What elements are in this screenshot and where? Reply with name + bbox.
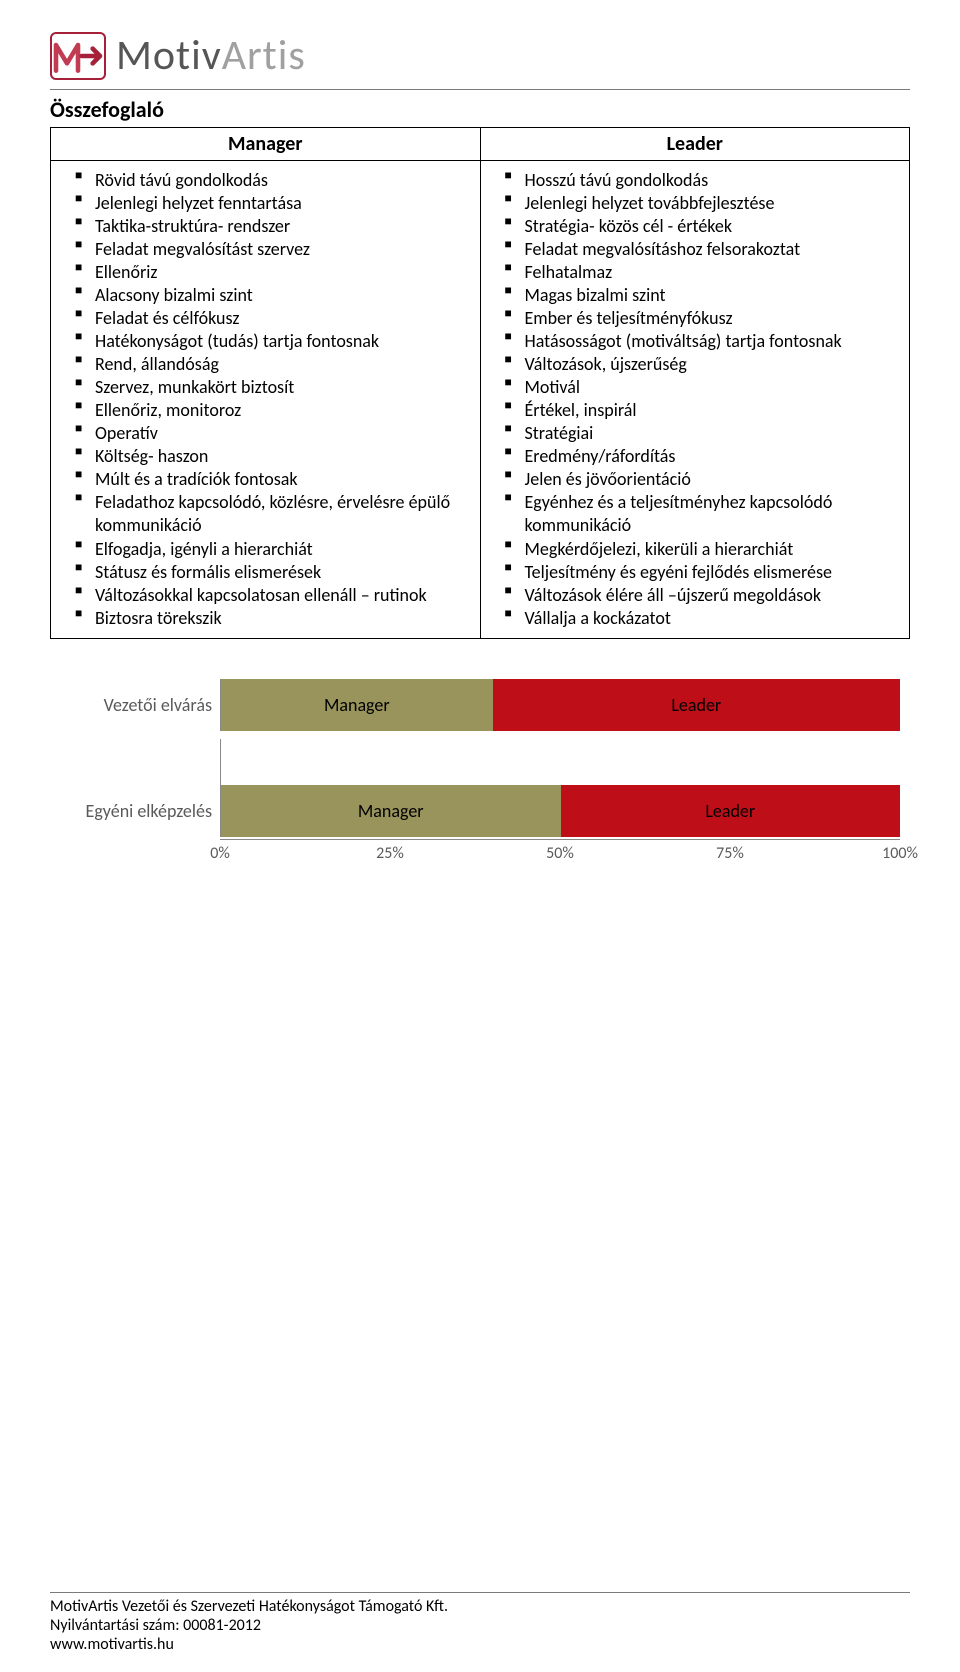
leader-item: Egyénhez és a teljesítményhez kapcsolódó…: [509, 491, 900, 537]
leader-item: Magas bizalmi szint: [509, 284, 900, 307]
footer-line-3: www.motivartis.hu: [50, 1635, 910, 1654]
manager-item: Feladat megvalósítást szervez: [79, 238, 470, 261]
page-footer: MotivArtis Vezetői és Szervezeti Hatékon…: [50, 1590, 910, 1654]
chart-bar-0: ManagerLeader: [220, 679, 900, 731]
chart-segment-manager: Manager: [221, 679, 493, 731]
leader-item: Jelenlegi helyzet továbbfejlesztése: [509, 192, 900, 215]
leader-item: Ember és teljesítményfókusz: [509, 307, 900, 330]
chart-gap: [220, 739, 900, 785]
logo: MotivArtis: [50, 30, 910, 81]
leader-item: Stratégiai: [509, 422, 900, 445]
manager-item: Szervez, munkakört biztosít: [79, 376, 470, 399]
manager-item: Jelenlegi helyzet fenntartása: [79, 192, 470, 215]
chart-axis-line: 0%25%50%75%100%: [220, 839, 900, 863]
manager-item: Ellenőriz: [79, 261, 470, 284]
table-header-manager: Manager: [51, 128, 481, 161]
section-title: Összefoglaló: [50, 96, 910, 123]
chart-row-1: Egyéni elképzelés ManagerLeader: [50, 785, 900, 837]
manager-item: Változásokkal kapcsolatosan ellenáll – r…: [79, 584, 470, 607]
leader-list: Hosszú távú gondolkodásJelenlegi helyzet…: [491, 169, 900, 630]
axis-tick: 0%: [210, 844, 230, 863]
chart-x-axis: 0%25%50%75%100%: [50, 839, 900, 863]
leader-item: Jelen és jövőorientáció: [509, 468, 900, 491]
logo-mark: [50, 32, 106, 80]
leader-item: Motivál: [509, 376, 900, 399]
axis-tick: 25%: [376, 844, 404, 863]
logo-text-part2: Artis: [222, 30, 306, 81]
leader-item: Változások élére áll –újszerű megoldások: [509, 584, 900, 607]
manager-item: Elfogadja, igényli a hierarchiát: [79, 538, 470, 561]
comparison-table: Manager Leader Rövid távú gondolkodásJel…: [50, 127, 910, 639]
leader-item: Stratégia- közös cél - értékek: [509, 215, 900, 238]
manager-item: Feladat és célfókusz: [79, 307, 470, 330]
leader-item: Változások, újszerűség: [509, 353, 900, 376]
table-header-leader: Leader: [480, 128, 910, 161]
manager-item: Státusz és formális elismerések: [79, 561, 470, 584]
leader-item: Értékel, inspirál: [509, 399, 900, 422]
leader-item: Hatásosságot (motiváltság) tartja fontos…: [509, 330, 900, 353]
logo-text: MotivArtis: [116, 30, 306, 81]
manager-item: Ellenőriz, monitoroz: [79, 399, 470, 422]
header-divider: [50, 89, 910, 90]
axis-tick: 75%: [716, 844, 744, 863]
footer-line-2: Nyilvántartási szám: 00081-2012: [50, 1616, 910, 1635]
axis-tick: 100%: [882, 844, 918, 863]
leader-item: Megkérdőjelezi, kikerüli a hierarchiát: [509, 538, 900, 561]
chart-segment-manager: Manager: [221, 785, 561, 837]
manager-item: Hatékonyságot (tudás) tartja fontosnak: [79, 330, 470, 353]
logo-text-part1: Motiv: [116, 30, 222, 81]
leader-item: Felhatalmaz: [509, 261, 900, 284]
leader-item: Feladat megvalósításhoz felsorakoztat: [509, 238, 900, 261]
chart-row-0: Vezetői elvárás ManagerLeader: [50, 679, 900, 731]
leader-item: Vállalja a kockázatot: [509, 607, 900, 630]
footer-line-1: MotivArtis Vezetői és Szervezeti Hatékon…: [50, 1597, 910, 1616]
chart-segment-leader: Leader: [561, 785, 901, 837]
leader-item: Teljesítmény és egyéni fejlődés elismeré…: [509, 561, 900, 584]
manager-item: Biztosra törekszik: [79, 607, 470, 630]
manager-item: Taktika-struktúra- rendszer: [79, 215, 470, 238]
chart-category-0: Vezetői elvárás: [50, 694, 220, 716]
manager-list: Rövid távú gondolkodásJelenlegi helyzet …: [61, 169, 470, 630]
leader-item: Eredmény/ráfordítás: [509, 445, 900, 468]
manager-item: Múlt és a tradíciók fontosak: [79, 468, 470, 491]
manager-item: Rövid távú gondolkodás: [79, 169, 470, 192]
manager-item: Költség- haszon: [79, 445, 470, 468]
manager-item: Feladathoz kapcsolódó, közlésre, érvelés…: [79, 491, 470, 537]
footer-divider: [50, 1592, 910, 1593]
table-cell-manager: Rövid távú gondolkodásJelenlegi helyzet …: [51, 161, 481, 639]
manager-item: Alacsony bizalmi szint: [79, 284, 470, 307]
manager-item: Rend, állandóság: [79, 353, 470, 376]
axis-tick: 50%: [546, 844, 574, 863]
manager-item: Operatív: [79, 422, 470, 445]
chart-segment-leader: Leader: [493, 679, 900, 731]
table-cell-leader: Hosszú távú gondolkodásJelenlegi helyzet…: [480, 161, 910, 639]
chart-category-1: Egyéni elképzelés: [50, 800, 220, 822]
chart-bar-1: ManagerLeader: [220, 785, 900, 837]
leader-item: Hosszú távú gondolkodás: [509, 169, 900, 192]
stacked-bar-chart: Vezetői elvárás ManagerLeader Egyéni elk…: [50, 679, 910, 863]
